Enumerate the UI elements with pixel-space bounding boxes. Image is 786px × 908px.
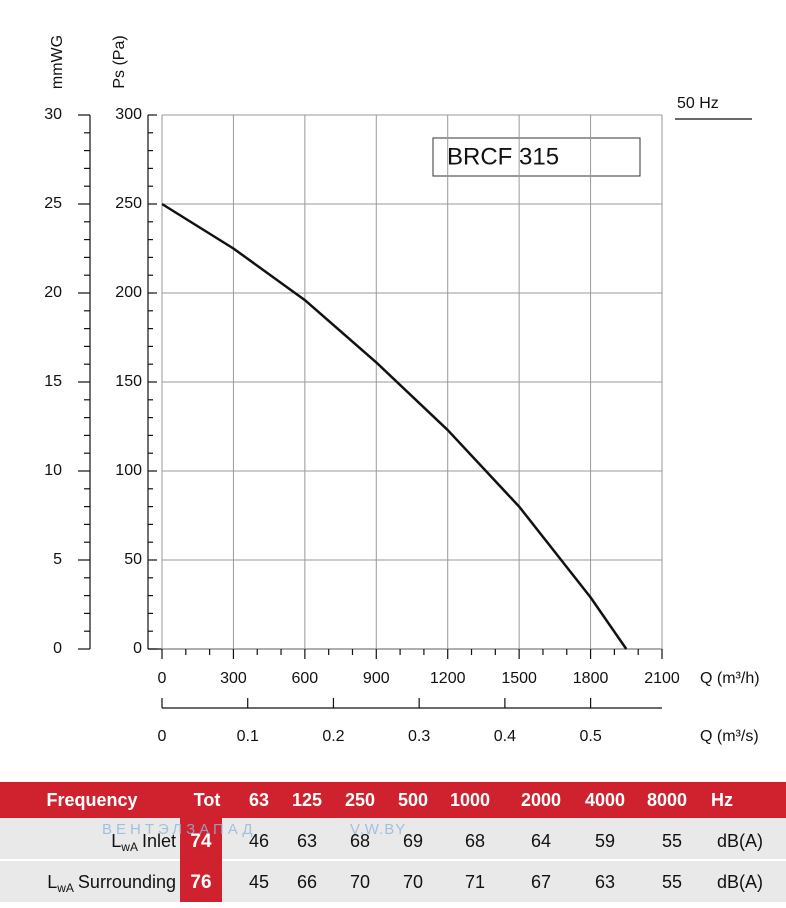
table-header: 8000 (647, 790, 687, 810)
table-cell: dB(A) (717, 831, 763, 851)
tot-column-bg (180, 818, 222, 902)
x-axis-label: Q (m³/h) (700, 670, 760, 687)
x-tick-label: 900 (363, 670, 390, 687)
table-header: Frequency (46, 790, 137, 810)
x2-tick-label: 0.1 (237, 728, 259, 745)
x-tick-label: 0 (158, 670, 167, 687)
tot-cell: 76 (190, 872, 211, 893)
x2-tick-label: 0.3 (408, 728, 430, 745)
table-cell: 55 (662, 831, 682, 851)
y-tick-label: 250 (115, 195, 142, 212)
table-cell: 71 (465, 872, 485, 892)
y2-tick-label: 10 (44, 462, 62, 479)
y2-tick-label: 5 (53, 551, 62, 568)
table-header: 1000 (450, 790, 490, 810)
x-tick-label: 600 (292, 670, 319, 687)
table-cell: 45 (249, 872, 269, 892)
table-header: Tot (194, 790, 221, 810)
table-cell: 55 (662, 872, 682, 892)
row-label: LwA Inlet (111, 831, 176, 854)
table-cell: 64 (531, 831, 551, 851)
x-tick-label: 2100 (644, 670, 680, 687)
x2-tick-label: 0.2 (322, 728, 344, 745)
x2-tick-label: 0.4 (494, 728, 516, 745)
row-label: LwA Surrounding (47, 872, 176, 895)
y2-axis-label: mmWG (49, 35, 66, 89)
x-tick-label: 1500 (501, 670, 537, 687)
x2-axis-label: Q (m³/s) (700, 728, 759, 745)
y-tick-label: 200 (115, 284, 142, 301)
row-label-part: wA (120, 840, 138, 854)
title-box (432, 137, 641, 177)
table-header: 125 (292, 790, 322, 810)
table-cell: 70 (403, 872, 423, 892)
table-cell: 68 (465, 831, 485, 851)
y2-tick-label: 25 (44, 195, 62, 212)
y-tick-label: 50 (124, 551, 142, 568)
annotation: 50 Hz (677, 95, 719, 112)
row-label-part: L (111, 831, 121, 851)
y2-tick-label: 15 (44, 373, 62, 390)
chart-title: BRCF 315 (447, 143, 559, 170)
y-tick-label: 0 (133, 640, 142, 657)
watermark: V.W.BY (350, 821, 406, 838)
y-tick-label: 100 (115, 462, 142, 479)
table-cell: 63 (595, 872, 615, 892)
row-label-part: Surrounding (78, 872, 176, 892)
row-label-part: wA (56, 881, 74, 895)
row-label-part: L (47, 872, 57, 892)
table-cell: 69 (403, 831, 423, 851)
fan-curve (161, 202, 628, 650)
table-cell: 70 (350, 872, 370, 892)
table-header: 500 (398, 790, 428, 810)
table-cell: 66 (297, 872, 317, 892)
y2-tick-label: 20 (44, 284, 62, 301)
y-axis-label: Ps (Pa) (111, 35, 128, 88)
x-tick-label: 300 (220, 670, 247, 687)
table-cell: 67 (531, 872, 551, 892)
x2-tick-label: 0 (158, 728, 167, 745)
table-header: Hz (711, 790, 733, 810)
table-cell: 46 (249, 831, 269, 851)
table-header: 4000 (585, 790, 625, 810)
table-header: 250 (345, 790, 375, 810)
table-cell: 68 (350, 831, 370, 851)
x2-tick-label: 0.5 (579, 728, 601, 745)
tot-cell: 74 (190, 831, 212, 852)
y2-tick-label: 0 (53, 640, 62, 657)
row-label-part: Inlet (142, 831, 176, 851)
y-tick-label: 300 (115, 106, 142, 123)
table-header: 2000 (521, 790, 561, 810)
table-header-bg (0, 782, 786, 818)
table-cell: 59 (595, 831, 615, 851)
x-tick-label: 1200 (430, 670, 466, 687)
table-cell: dB(A) (717, 872, 763, 892)
watermark: ВЕНТЭЛЗАПАД (102, 821, 256, 838)
table-header: 63 (249, 790, 269, 810)
y2-tick-label: 30 (44, 106, 62, 123)
x-tick-label: 1800 (573, 670, 609, 687)
y-tick-label: 150 (115, 373, 142, 390)
table-cell: 63 (297, 831, 317, 851)
